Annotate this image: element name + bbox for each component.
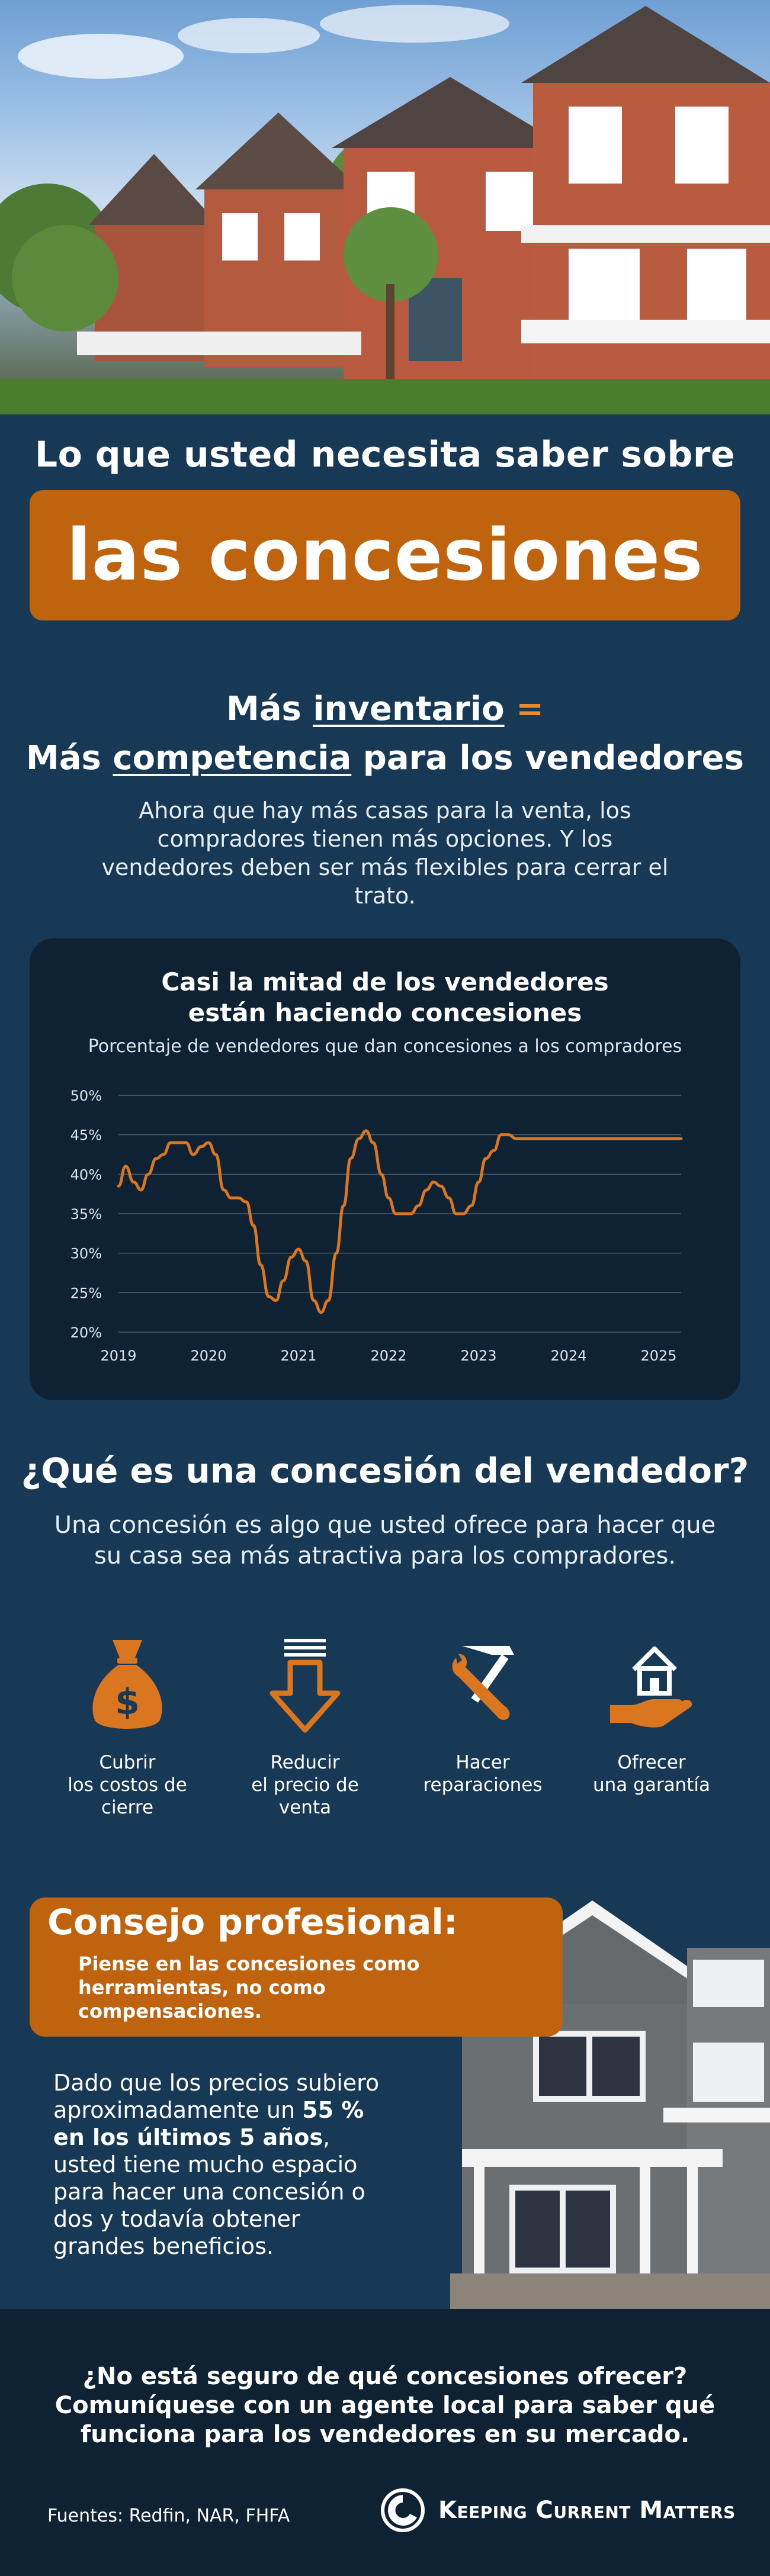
chart-subtitle: Porcentaje de vendedores que dan concesi… (88, 1036, 682, 1057)
label-line: reparaciones (423, 1774, 543, 1796)
pro-tip-text: , usted tiene mucho espacio para hacer u… (53, 2124, 365, 2259)
y-tick-label: 50% (70, 1088, 102, 1104)
pro-tip-bold: 55 % en los últimos 5 años (53, 2097, 364, 2150)
concession-item-reduce-price: Reducir el precio de venta (216, 1634, 394, 1819)
concession-title: ¿Qué es una concesión del vendedor? (21, 1451, 749, 1491)
label-line: Cubrir (99, 1752, 156, 1773)
chart-card: Casi la mitad de los vendedores están ha… (30, 938, 740, 1400)
x-tick-label: 2020 (190, 1348, 226, 1364)
page-title-line1: Lo que usted necesita saber sobre (34, 433, 736, 475)
line-chart: 20% 25% 30% 35% 40% 45% 50% 2019 2020 2021 2022 202… (70, 1088, 683, 1364)
concession-item-label: Ofrecer una garantía (563, 1751, 740, 1796)
concession-item-label: Hacer reparaciones (394, 1751, 572, 1796)
pro-tip-paragraph: Dado que los precios subiero aproximadam… (53, 2069, 385, 2260)
x-tick-label: 2024 (550, 1348, 586, 1364)
footer-cta-line: Comuníquese con un agente local para sab… (54, 2392, 716, 2419)
x-tick-label: 2023 (460, 1348, 496, 1364)
houses-illustration (0, 5, 770, 414)
tools-icon (452, 1646, 514, 1720)
pro-tip-subheading: Piense en las concesiones como herramien… (78, 1953, 420, 2022)
kcm-logo-icon (381, 2488, 425, 2532)
intro-heading-2-post: para los vendedores (351, 739, 744, 777)
intro-heading-2: Más competencia para los vendedores (0, 739, 770, 777)
title-highlight-box: las concesiones (30, 490, 740, 620)
label-line: una garantía (593, 1774, 710, 1796)
house-hand-icon (610, 1646, 692, 1728)
footer-cta-line: funciona para los vendedores en su merca… (80, 2421, 690, 2448)
hero-photo (0, 0, 770, 509)
brand-logo: Keeping Current Matters (379, 2487, 736, 2534)
label-line: Ofrecer (617, 1752, 686, 1773)
sources-text: Fuentes: Redfin, NAR, FHFA (47, 2506, 290, 2526)
equals-sign: = (504, 690, 544, 728)
pro-tip-box (30, 1898, 563, 2037)
chart-title-line1: Casi la mitad de los vendedores (161, 967, 609, 996)
x-tick-label: 2025 (640, 1348, 676, 1364)
y-tick-label: 30% (70, 1246, 102, 1262)
intro-heading-2-underlined: competencia (113, 739, 352, 777)
intro-heading-1: Más inventario = (0, 690, 770, 728)
chart-title-line2: están haciendo concesiones (188, 998, 582, 1027)
intro-paragraph: Ahora que hay más casas para la venta, l… (101, 797, 669, 909)
y-tick-label: 25% (70, 1285, 102, 1301)
pro-tip-heading: Consejo profesional: (47, 1902, 458, 1943)
concession-item-label: Reducir el precio de venta (216, 1751, 394, 1819)
page-title-line2: las concesiones (66, 514, 704, 597)
money-bag-icon: $ (92, 1640, 162, 1729)
x-tick-label: 2021 (280, 1348, 316, 1364)
label-line: Hacer (455, 1752, 510, 1773)
chart-title: Casi la mitad de los vendedores están ha… (30, 967, 740, 1028)
footer (0, 2309, 770, 2576)
footer-cta: ¿No está seguro de qué concesiones ofrec… (0, 2362, 770, 2449)
label-line: Reducir (270, 1752, 340, 1773)
x-tick-label: 2022 (370, 1348, 406, 1364)
brand-name: Keeping Current Matters (438, 2497, 736, 2524)
footer-cta-line: ¿No está seguro de qué concesiones ofrec… (82, 2363, 688, 2390)
series-line (117, 1129, 683, 1314)
y-tick-label: 45% (70, 1127, 102, 1144)
concession-item-label: Cubrir los costos de cierre (38, 1751, 216, 1819)
concession-paragraph: Una concesión es algo que usted ofrece p… (54, 1511, 716, 1570)
intro-heading-2-pre: Más (26, 739, 113, 777)
concession-item-repairs: Hacer reparaciones (394, 1634, 572, 1796)
down-arrow-icon (270, 1639, 341, 1733)
svg-text:$: $ (115, 1681, 140, 1723)
x-tick-label: 2019 (100, 1348, 136, 1364)
y-tick-label: 20% (70, 1324, 102, 1341)
intro-heading-1-underlined: inventario (313, 690, 505, 728)
y-tick-label: 35% (70, 1206, 102, 1223)
label-line: venta (278, 1797, 332, 1818)
y-tick-label: 40% (70, 1166, 102, 1183)
intro-heading-1-pre: Más (226, 690, 313, 728)
pro-tip-text: Dado que los precios subiero aproximadam… (53, 2070, 380, 2123)
house-photo (438, 1900, 770, 2309)
label-line: el precio de (251, 1774, 359, 1796)
concession-item-closing-costs: $ Cubrir los costos de cierre (38, 1634, 216, 1819)
label-line: los costos de (68, 1774, 187, 1796)
label-line: cierre (101, 1797, 154, 1818)
title-box: Lo que usted necesita saber sobre (30, 414, 740, 494)
concession-item-warranty: Ofrecer una garantía (563, 1634, 740, 1796)
